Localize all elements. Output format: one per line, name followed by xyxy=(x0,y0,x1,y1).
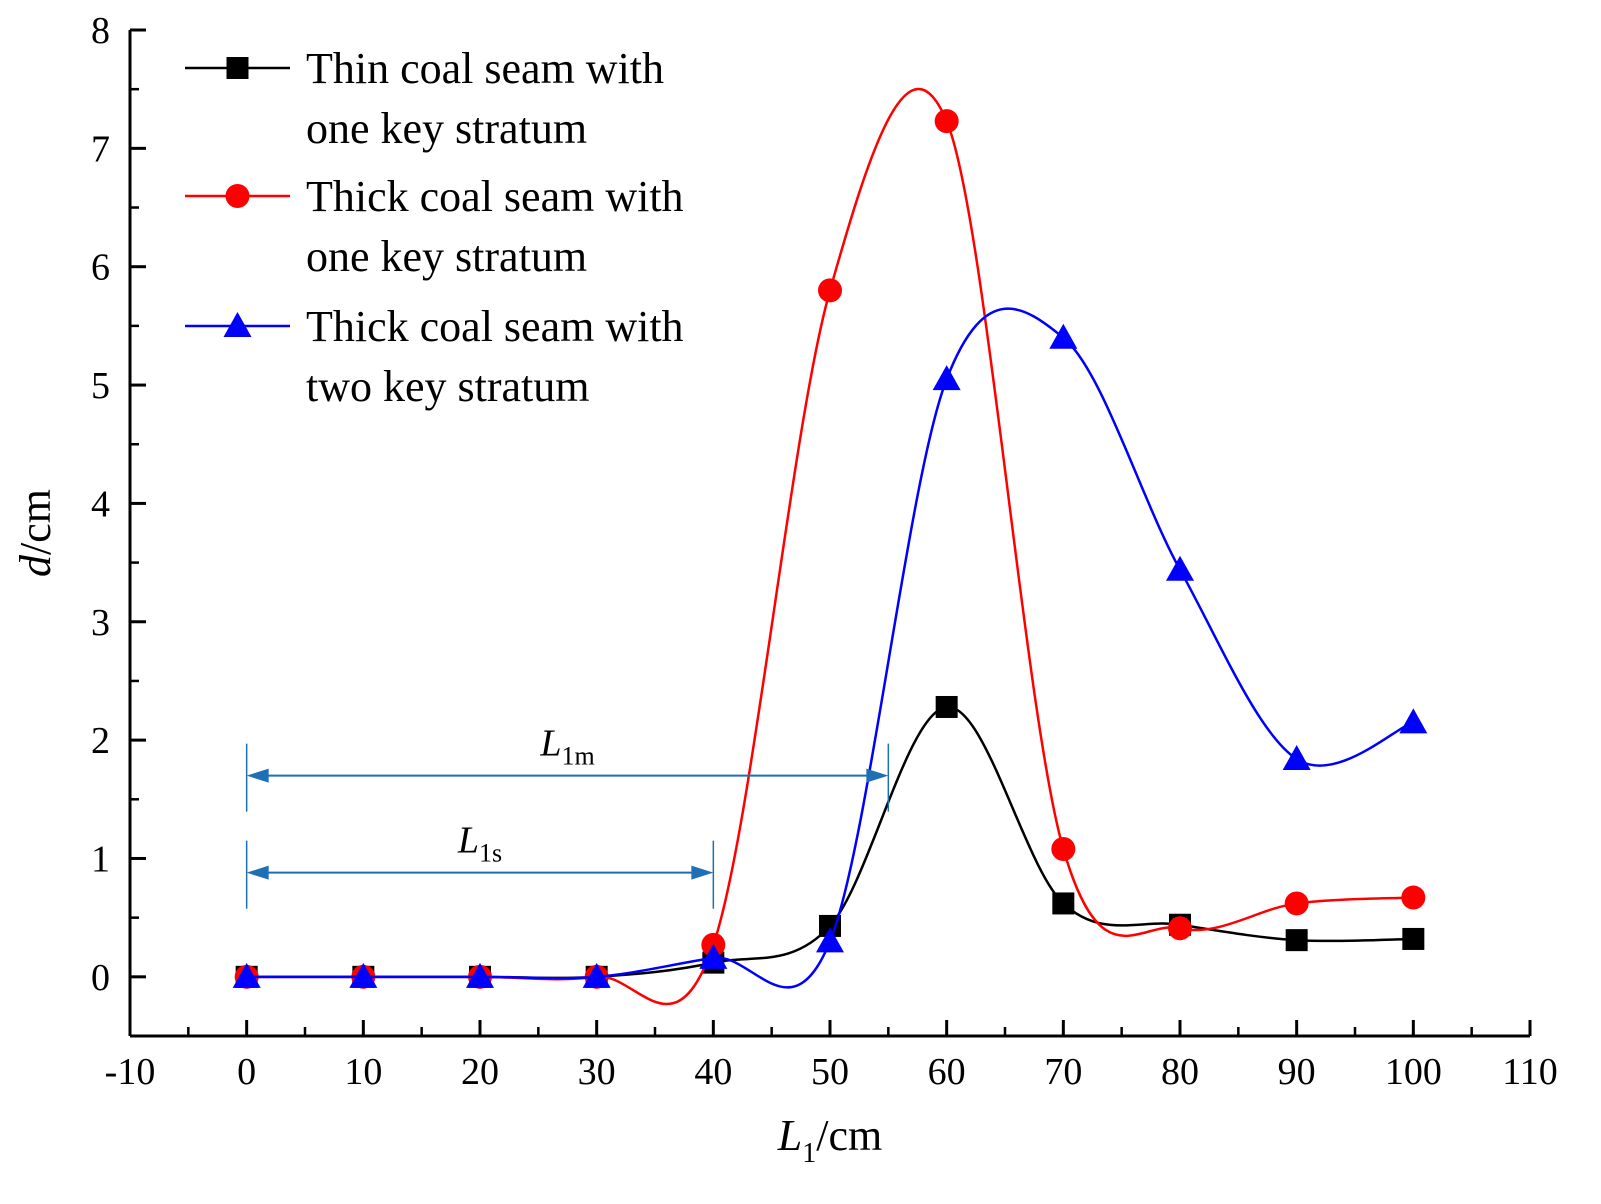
series-3-point xyxy=(1049,323,1078,349)
series-2-line xyxy=(246,87,1414,1006)
annotation-arrowhead-left xyxy=(246,865,269,880)
annotation-1s: L1s xyxy=(245,820,715,909)
series-3-point xyxy=(232,962,261,988)
x-tick-label: 50 xyxy=(811,1051,849,1093)
x-axis-label: L1/cm xyxy=(777,1111,882,1169)
legend-label: one key stratum xyxy=(306,104,587,153)
x-axis-label-unit: /cm xyxy=(816,1111,882,1160)
y-tick-label: 3 xyxy=(91,602,110,644)
annotation-arrowhead-left xyxy=(246,768,269,783)
legend-item-2: Thick coal seam with one key stratum xyxy=(185,172,684,281)
annotation-label-sub: 1s xyxy=(479,839,502,868)
series-3-point xyxy=(349,962,378,988)
y-tick-label: 4 xyxy=(91,483,110,525)
legend-label: Thin coal seam with xyxy=(306,44,664,93)
series-3-point xyxy=(1399,708,1428,734)
annotation-label: L1m xyxy=(539,723,594,771)
legend-label: Thick coal seam with xyxy=(306,172,684,221)
x-tick-label: 40 xyxy=(694,1051,732,1093)
x-tick-label: 70 xyxy=(1044,1051,1082,1093)
legend-marker xyxy=(225,184,250,208)
series-1-point xyxy=(1052,892,1075,915)
legend-item-3: Thick coal seam with two key stratum xyxy=(185,302,684,411)
series-3-point xyxy=(582,962,611,988)
legend-label: one key stratum xyxy=(306,232,587,281)
series-3 xyxy=(232,307,1428,989)
series-2-point xyxy=(1284,891,1309,916)
legend-item-1: Thin coal seam with one key stratum xyxy=(185,44,664,153)
series-2 xyxy=(234,87,1426,1006)
series-3-point xyxy=(816,927,844,953)
series-2-point xyxy=(1051,837,1076,862)
series-1-point xyxy=(819,914,841,937)
legend-marker xyxy=(223,312,252,337)
series-2-point xyxy=(1168,916,1192,941)
annotation-label-sub: 1m xyxy=(561,742,594,771)
annotation-arrowhead-right xyxy=(691,865,714,880)
series-3-point xyxy=(932,365,961,391)
x-tick-label: 20 xyxy=(461,1051,499,1093)
x-tick-label: 0 xyxy=(237,1051,256,1093)
y-tick-label: 5 xyxy=(91,365,110,407)
x-tick-label: 30 xyxy=(578,1051,616,1093)
axis-layer: -10 0 10 20 30 40 50 60 70 80 90 100 110012345678L1/… xyxy=(11,10,1558,1169)
annotation-label-main: L xyxy=(539,723,561,765)
x-tick-label: 90 xyxy=(1278,1051,1316,1093)
y-axis-label: d/cm xyxy=(11,489,60,577)
series-1-point xyxy=(1402,927,1425,950)
series-layer xyxy=(232,87,1428,1006)
y-tick-label: 1 xyxy=(91,838,110,880)
x-tick-label: 60 xyxy=(928,1051,966,1093)
x-axis-label-main: L xyxy=(777,1111,802,1160)
series-3-point xyxy=(1282,745,1311,771)
series-1-point xyxy=(1285,929,1308,952)
series-3-point xyxy=(1166,555,1194,581)
y-tick-label: 2 xyxy=(91,720,110,762)
annotation-1m: L1m xyxy=(245,723,890,812)
y-tick-label: 7 xyxy=(91,128,110,170)
annotation-label-main: L xyxy=(457,820,479,862)
x-tick-label: 100 xyxy=(1385,1051,1442,1093)
x-axis-label-sub: 1 xyxy=(802,1138,816,1169)
x-tick-label: 10 xyxy=(344,1051,382,1093)
y-tick-label: 6 xyxy=(91,247,110,289)
series-3-point xyxy=(699,943,728,969)
series-2-point xyxy=(1401,885,1426,910)
series-3-point xyxy=(466,962,494,988)
y-axis-label-main: d xyxy=(11,554,60,577)
annotation-arrowhead-right xyxy=(866,768,889,783)
x-tick-label: -10 xyxy=(105,1051,156,1093)
y-tick-label: 8 xyxy=(91,10,110,52)
x-tick-label: 80 xyxy=(1161,1051,1199,1093)
legend-label: Thick coal seam with xyxy=(306,302,684,351)
series-2-point xyxy=(818,278,842,303)
legend-marker xyxy=(226,57,249,79)
y-axis-label-unit: /cm xyxy=(11,489,60,555)
series-1-point xyxy=(935,695,958,718)
legend-label: two key stratum xyxy=(306,362,590,411)
annotation-label: L1s xyxy=(457,820,502,868)
series-2-point xyxy=(934,109,959,134)
x-tick-label: 110 xyxy=(1502,1051,1558,1093)
y-tick-label: 0 xyxy=(91,957,110,999)
